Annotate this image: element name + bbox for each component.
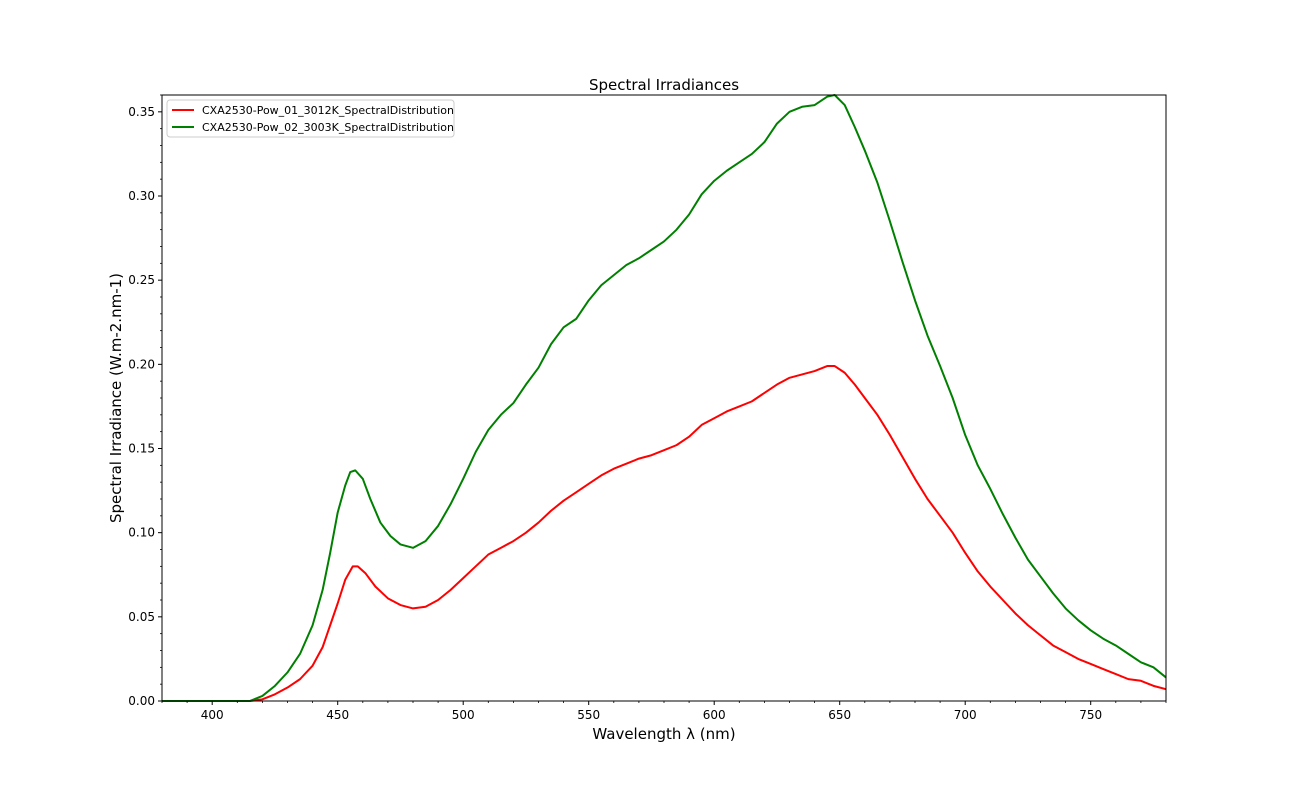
y-tick-label: 0.10 xyxy=(128,526,155,540)
y-axis: 0.00 0.05 0.10 0.15 0.20 0.25 0.30 0.35 xyxy=(128,94,162,708)
y-tick-label: 0.35 xyxy=(128,105,155,119)
y-tick-label: 0.00 xyxy=(128,694,155,708)
series-line-2 xyxy=(162,94,1167,702)
y-tick-label: 0.30 xyxy=(128,189,155,203)
y-tick-label: 0.20 xyxy=(128,357,155,371)
x-tick-label: 550 xyxy=(577,708,600,722)
x-tick-label: 450 xyxy=(326,708,349,722)
x-tick-label: 750 xyxy=(1079,708,1102,722)
x-tick-label: 400 xyxy=(201,708,224,722)
legend-box xyxy=(166,99,455,138)
plot-area xyxy=(162,94,1167,702)
x-tick-label: 500 xyxy=(452,708,475,722)
y-axis-title: Spectral Irradiance (W.m-2.nm-1) xyxy=(107,273,125,523)
plot-frame xyxy=(161,94,1167,702)
y-tick-label: 0.05 xyxy=(128,610,155,624)
chart-title: Spectral Irradiances xyxy=(589,76,739,94)
x-tick-label: 600 xyxy=(703,708,726,722)
x-tick-label: 650 xyxy=(828,708,851,722)
y-tick-label: 0.25 xyxy=(128,273,155,287)
series-line-1 xyxy=(162,365,1167,702)
x-axis-title: Wavelength λ (nm) xyxy=(592,725,735,743)
x-axis: 400 450 500 550 600 650 700 750 xyxy=(161,701,1167,722)
legend-label-series-1: CXA2530-Pow_01_3012K_SpectralDistributio… xyxy=(202,104,454,117)
y-tick-label: 0.15 xyxy=(128,442,155,456)
legend-label-series-2: CXA2530-Pow_02_3003K_SpectralDistributio… xyxy=(202,121,454,134)
legend: CXA2530-Pow_01_3012K_SpectralDistributio… xyxy=(166,99,455,138)
x-tick-label: 700 xyxy=(954,708,977,722)
